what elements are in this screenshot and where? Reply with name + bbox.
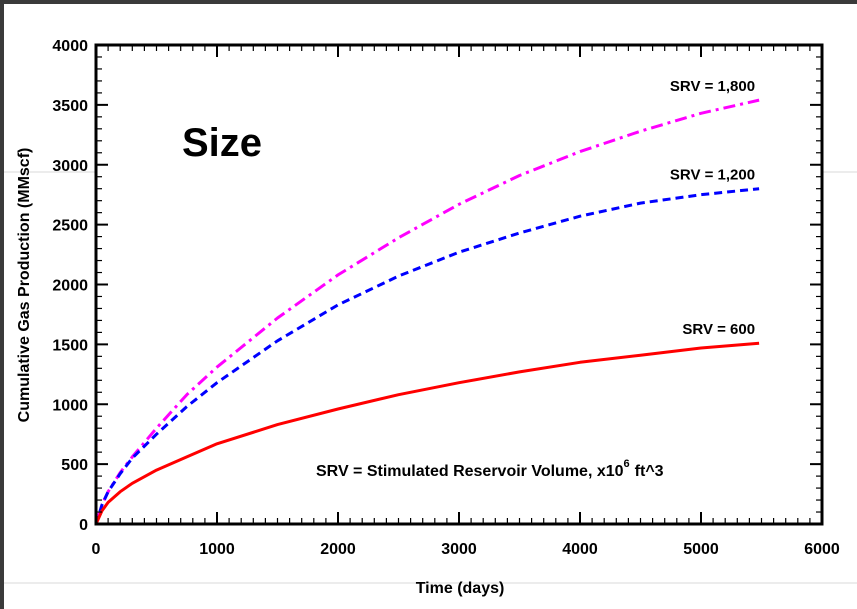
series-line-srv-600 (94, 341, 760, 525)
srv-definition-note: SRV = Stimulated Reservoir Volume, x106 f… (316, 458, 664, 480)
series-line-srv-1-800 (94, 98, 760, 525)
series-labels: SRV = 1,800 SRV = 1,200 SRV = 600 (670, 78, 755, 338)
x-axis-label: Time (days) (416, 580, 505, 597)
x-tick-label: 2000 (320, 541, 356, 558)
x-tick-label: 4000 (562, 541, 598, 558)
chart-title: Size (182, 121, 262, 165)
y-axis-label: Cumulative Gas Production (MMscf) (16, 148, 33, 423)
y-tick-label: 4000 (52, 38, 88, 55)
y-tick-label: 2000 (52, 278, 88, 295)
y-tick-label: 3000 (52, 158, 88, 175)
y-tick-label: 3500 (52, 98, 88, 115)
x-tick-label: 1000 (199, 541, 235, 558)
series-label-srv-1-200: SRV = 1,200 (670, 167, 755, 184)
note-exponent: 6 (624, 458, 630, 470)
y-tick-label: 500 (61, 457, 88, 474)
tick-labels: 0 1000 2000 3000 4000 5000 6000 0 500 1000 1500 200… (52, 38, 839, 558)
series-layer (94, 98, 760, 525)
y-tick-label: 0 (79, 517, 88, 534)
y-tick-label: 1000 (52, 397, 88, 414)
note-multiplier: x10 (597, 463, 624, 480)
series-label-srv-1-800: SRV = 1,800 (670, 78, 755, 95)
y-tick-label: 2500 (52, 218, 88, 235)
series-line-srv-1-200 (94, 187, 760, 525)
x-tick-label: 3000 (441, 541, 477, 558)
x-tick-label: 0 (92, 541, 101, 558)
note-prefix: SRV = Stimulated Reservoir Volume, (316, 463, 597, 480)
note-unit: ft^3 (635, 463, 664, 480)
x-tick-label: 5000 (683, 541, 719, 558)
series-label-srv-600: SRV = 600 (682, 321, 755, 338)
x-tick-label: 6000 (804, 541, 840, 558)
plot-frame (94, 43, 824, 526)
y-tick-label: 1500 (52, 337, 88, 354)
